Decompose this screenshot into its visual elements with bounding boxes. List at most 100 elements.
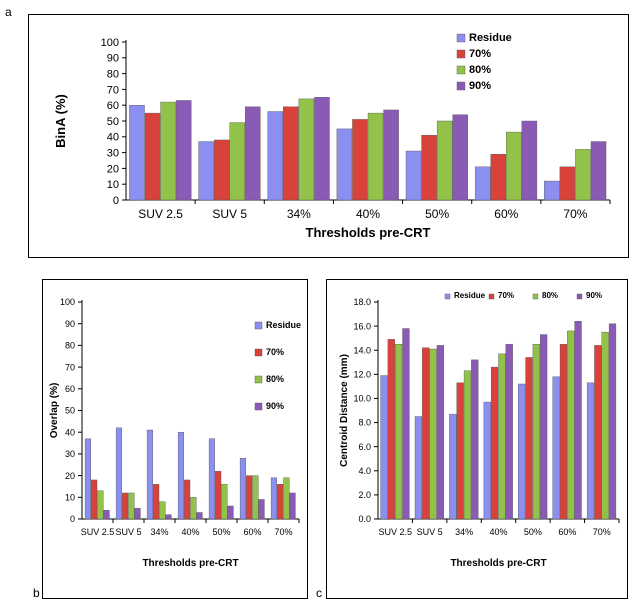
y-tick-label: 100 bbox=[101, 37, 119, 49]
bar-4-1 bbox=[421, 135, 437, 201]
bar-5-1 bbox=[559, 343, 568, 520]
y-axis-title: BinA (%) bbox=[53, 94, 68, 148]
y-tick-label: 40 bbox=[107, 132, 119, 144]
legend-swatch-0 bbox=[456, 33, 466, 43]
legend-swatch-3 bbox=[576, 293, 583, 300]
bar-1-0 bbox=[414, 416, 423, 520]
y-tick-label: 10 bbox=[65, 492, 75, 502]
bar-0-1 bbox=[144, 112, 161, 201]
legend-label-0: Residue bbox=[266, 320, 301, 330]
y-tick-label: 0 bbox=[70, 514, 75, 524]
legend-swatch-1 bbox=[456, 49, 466, 59]
x-tick-label: 50% bbox=[212, 527, 230, 537]
bar-3-0 bbox=[483, 401, 491, 520]
bar-5-1 bbox=[246, 475, 253, 520]
y-tick-label: 50 bbox=[107, 116, 119, 128]
x-tick-label: SUV 2.5 bbox=[378, 527, 412, 537]
y-tick-label: 70 bbox=[107, 84, 119, 96]
bar-0-1 bbox=[387, 339, 395, 520]
bar-3-2 bbox=[498, 353, 506, 520]
legend-swatch-2 bbox=[456, 65, 466, 75]
legend-label-0: Residue bbox=[469, 32, 512, 44]
bar-3-3 bbox=[505, 343, 513, 520]
x-tick-label: 60% bbox=[243, 527, 261, 537]
chart-c: 0.0 2.0 4.0 6.0 8.0 10.0 12.0 14.0 16.0 18.0 SUV 2… bbox=[339, 291, 620, 569]
y-tick-label: 30 bbox=[65, 449, 75, 459]
y-tick-label: 18.0 bbox=[353, 297, 371, 307]
x-tick-label: 40% bbox=[489, 527, 507, 537]
panel-a-letter: a bbox=[5, 5, 12, 19]
y-axis-title: Overlap (%) bbox=[49, 383, 60, 439]
panel-c-letter: c bbox=[316, 586, 322, 600]
bar-2-0 bbox=[449, 413, 457, 520]
legend-label-1: 70% bbox=[266, 347, 284, 357]
bar-1-1 bbox=[422, 347, 430, 520]
y-tick-label: 10.0 bbox=[353, 394, 371, 404]
y-tick-label: 30 bbox=[107, 147, 119, 159]
y-tick-label: 2.0 bbox=[358, 490, 371, 500]
bar-6-0 bbox=[586, 382, 595, 520]
bar-4-2 bbox=[221, 484, 228, 520]
bar-5-0 bbox=[474, 166, 491, 201]
x-tick-label: 70% bbox=[593, 527, 611, 537]
x-tick-label: 70% bbox=[274, 527, 292, 537]
y-tick-label: 60 bbox=[107, 100, 119, 112]
y-tick-label: 60 bbox=[65, 384, 75, 394]
bar-5-0 bbox=[552, 376, 560, 520]
bar-6-0 bbox=[544, 180, 560, 201]
y-tick-label: 20 bbox=[65, 471, 75, 481]
legend-swatch-3 bbox=[456, 81, 466, 91]
bar-5-3 bbox=[258, 499, 265, 520]
bar-3-2 bbox=[190, 497, 197, 520]
legend-swatch-2 bbox=[532, 293, 539, 300]
bar-3-3 bbox=[196, 512, 203, 520]
y-tick-label: 12.0 bbox=[353, 369, 371, 379]
legend-swatch-0 bbox=[444, 293, 451, 300]
bar-5-2 bbox=[506, 131, 522, 201]
bar-0-3 bbox=[402, 328, 410, 520]
bar-2-1 bbox=[283, 106, 299, 201]
x-tick-label: SUV 2.5 bbox=[81, 527, 115, 537]
legend-swatch-1 bbox=[254, 348, 263, 357]
x-tick-label: 60% bbox=[558, 527, 576, 537]
y-tick-label: 90 bbox=[65, 319, 75, 329]
y-tick-label: 70 bbox=[65, 362, 75, 372]
legend-label-2: 80% bbox=[266, 374, 284, 384]
legend-swatch-3 bbox=[254, 402, 263, 411]
bar-3-2 bbox=[367, 112, 384, 201]
panel-c: 0.0 2.0 4.0 6.0 8.0 10.0 12.0 14.0 16.0 18.0 SUV 2… bbox=[326, 279, 628, 599]
bar-6-3 bbox=[608, 323, 617, 520]
bar-4-1 bbox=[525, 357, 533, 520]
x-tick-label: 40% bbox=[356, 207, 380, 221]
bar-4-0 bbox=[518, 383, 526, 520]
x-axis-title: Thresholds pre-CRT bbox=[142, 558, 238, 569]
bar-6-1 bbox=[559, 166, 576, 201]
legend-label-3: 90% bbox=[586, 291, 602, 300]
bar-5-2 bbox=[567, 330, 575, 520]
bar-6-3 bbox=[289, 492, 296, 520]
bar-5-1 bbox=[490, 153, 506, 201]
bar-3-1 bbox=[352, 119, 368, 201]
bar-4-3 bbox=[452, 114, 468, 201]
x-axis-title: Thresholds pre-CRT bbox=[450, 558, 546, 569]
bar-6-1 bbox=[594, 345, 602, 520]
y-tick-label: 0.0 bbox=[358, 514, 371, 524]
bar-2-2 bbox=[463, 370, 472, 520]
bar-5-0 bbox=[239, 458, 247, 520]
bar-0-3 bbox=[103, 510, 110, 520]
panel-b: 0 10 20 30 40 50 60 70 80 90 100 SUV 2.5 SUV 5 34% 40%… bbox=[42, 279, 308, 599]
bar-4-2 bbox=[436, 120, 453, 201]
x-axis-title: Thresholds pre-CRT bbox=[306, 225, 431, 240]
y-tick-label: 16.0 bbox=[353, 321, 371, 331]
panel-b-letter: b bbox=[33, 586, 40, 600]
y-tick-label: 14.0 bbox=[353, 345, 371, 355]
bar-3-0 bbox=[177, 431, 185, 520]
legend-label-3: 90% bbox=[469, 80, 491, 92]
x-tick-label: SUV 5 bbox=[417, 527, 443, 537]
bar-5-2 bbox=[252, 475, 259, 520]
y-tick-label: 100 bbox=[60, 297, 75, 307]
bar-4-2 bbox=[532, 343, 540, 520]
x-tick-label: 34% bbox=[150, 527, 168, 537]
x-tick-label: SUV 5 bbox=[212, 207, 247, 221]
bar-3-1 bbox=[184, 479, 191, 520]
